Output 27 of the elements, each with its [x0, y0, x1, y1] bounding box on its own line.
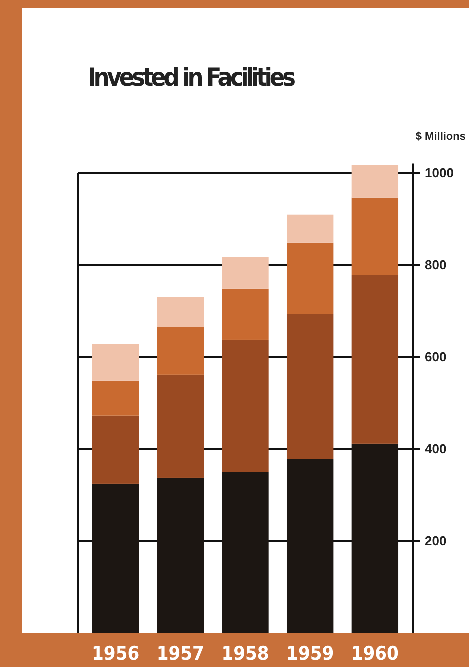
bar: [92, 344, 140, 381]
bar: [222, 340, 269, 472]
bar: [286, 242, 334, 314]
x-tick-label: 1960: [351, 643, 400, 665]
y-axis-title: $ Millions: [416, 131, 466, 143]
y-tick-label: 400: [425, 442, 447, 457]
bar: [352, 198, 399, 276]
y-tick-label: 600: [425, 350, 447, 365]
x-tick-label: 1959: [286, 643, 334, 665]
bar: [157, 327, 204, 375]
x-tick-label: 1957: [156, 643, 204, 665]
y-tick-label: 200: [425, 534, 447, 549]
bar: [286, 314, 334, 460]
bar: [222, 288, 269, 340]
bar: [286, 214, 334, 243]
y-tick-label: 1000: [425, 166, 454, 181]
bar: [222, 257, 269, 289]
bar: [92, 416, 140, 484]
x-tick-label: 1956: [92, 643, 140, 665]
x-tick-label: 1958: [222, 643, 270, 665]
y-tick-label: 800: [425, 258, 447, 273]
chart-title: Invested in Facilities: [88, 63, 296, 92]
bar: [352, 165, 399, 198]
bar: [157, 374, 204, 478]
bar: [157, 297, 204, 328]
bar: [92, 380, 140, 416]
bar: [352, 275, 399, 444]
